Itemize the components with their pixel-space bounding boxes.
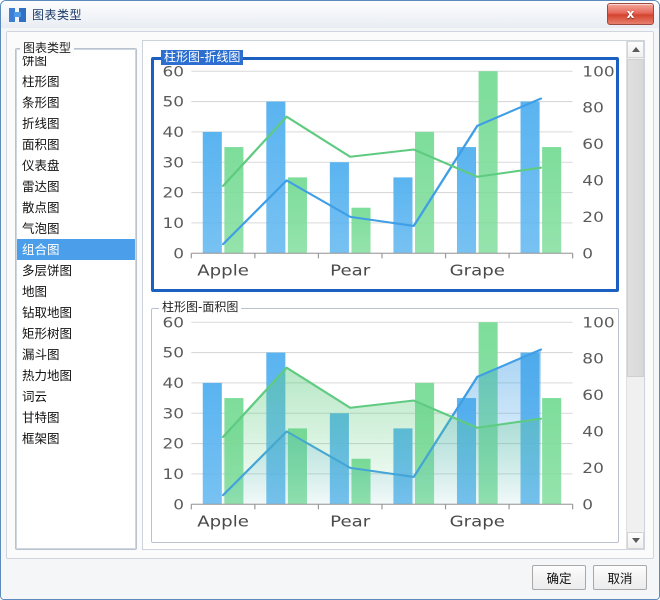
svg-text:Pear: Pear bbox=[330, 261, 370, 279]
window-title: 图表类型 bbox=[32, 8, 83, 22]
list-item[interactable]: 漏斗图 bbox=[22, 347, 60, 362]
dialog-body: 图表类型 饼图柱形图条形图折线图面积图仪表盘雷达图散点图气泡图组合图多层饼图地图… bbox=[1, 28, 659, 599]
list-item[interactable]: 甘特图 bbox=[22, 410, 60, 425]
svg-text:20: 20 bbox=[162, 435, 184, 452]
list-item[interactable]: 雷达图 bbox=[22, 179, 60, 194]
chart-bar-line: 0 10 20 30 40 50 60 0 20 40 60 80 100 Apple Pear Grape bbox=[155, 61, 615, 288]
list-item[interactable]: 矩形树图 bbox=[22, 326, 73, 341]
svg-text:0: 0 bbox=[173, 496, 184, 513]
svg-text:30: 30 bbox=[162, 154, 184, 171]
svg-text:Pear: Pear bbox=[330, 512, 370, 530]
svg-text:40: 40 bbox=[162, 374, 184, 391]
list-item[interactable]: 折线图 bbox=[22, 116, 60, 131]
svg-text:60: 60 bbox=[162, 314, 184, 331]
list-item[interactable]: 地图 bbox=[22, 284, 48, 299]
svg-text:Apple: Apple bbox=[197, 261, 249, 279]
svg-text:10: 10 bbox=[162, 214, 184, 231]
svg-text:Apple: Apple bbox=[197, 512, 249, 530]
svg-text:100: 100 bbox=[582, 314, 614, 331]
list-item[interactable]: 框架图 bbox=[22, 431, 60, 446]
ok-button[interactable]: 确定 bbox=[532, 565, 586, 590]
svg-text:60: 60 bbox=[582, 135, 604, 152]
svg-text:50: 50 bbox=[162, 93, 184, 110]
svg-text:0: 0 bbox=[173, 245, 184, 262]
dialog-footer: 确定 取消 bbox=[1, 559, 659, 599]
list-item[interactable]: 仪表盘 bbox=[22, 158, 60, 173]
svg-text:0: 0 bbox=[582, 245, 593, 262]
app-logo-icon bbox=[9, 7, 26, 23]
preview-panel-bar-line[interactable]: 柱形图-折线图 0 10 20 30 40 50 60 0 20 40 60 80 100 Apple Pe… bbox=[151, 49, 619, 292]
groupbox-legend: 图表类型 bbox=[20, 39, 75, 56]
svg-text:60: 60 bbox=[582, 386, 604, 403]
svg-text:40: 40 bbox=[162, 123, 184, 140]
chevron-up-icon[interactable] bbox=[627, 41, 644, 58]
list-item[interactable]: 条形图 bbox=[22, 95, 60, 110]
list-item[interactable]: 钻取地图 bbox=[22, 305, 73, 320]
list-item[interactable]: 散点图 bbox=[22, 200, 60, 215]
svg-text:10: 10 bbox=[162, 465, 184, 482]
svg-text:50: 50 bbox=[162, 344, 184, 361]
svg-text:60: 60 bbox=[162, 63, 184, 80]
preview-panel-bar-area[interactable]: 柱形图-面积图 0 10 20 30 40 50 60 0 20 40 60 80 100 Apple Pe… bbox=[151, 300, 619, 543]
list-item[interactable]: 面积图 bbox=[22, 137, 60, 152]
groupbox-border bbox=[15, 48, 137, 550]
svg-text:30: 30 bbox=[162, 405, 184, 422]
list-item[interactable]: 柱形图 bbox=[22, 74, 60, 89]
list-item[interactable]: 气泡图 bbox=[22, 221, 60, 236]
svg-text:Grape: Grape bbox=[450, 512, 505, 530]
close-icon[interactable]: x bbox=[607, 3, 654, 25]
preview-scroll-viewport: 柱形图-折线图 0 10 20 30 40 50 60 0 20 40 60 80 100 Apple Pe… bbox=[143, 41, 627, 549]
chart-preview-pane: 柱形图-折线图 0 10 20 30 40 50 60 0 20 40 60 80 100 Apple Pe… bbox=[142, 40, 645, 550]
svg-text:40: 40 bbox=[582, 172, 604, 189]
svg-text:20: 20 bbox=[162, 184, 184, 201]
chevron-down-icon[interactable] bbox=[627, 532, 644, 549]
svg-text:80: 80 bbox=[582, 99, 604, 116]
svg-text:40: 40 bbox=[582, 423, 604, 440]
svg-text:0: 0 bbox=[582, 496, 593, 513]
chart-bar-area: 0 10 20 30 40 50 60 0 20 40 60 80 100 Apple Pear Grape bbox=[155, 312, 615, 539]
scrollbar-thumb[interactable] bbox=[627, 59, 644, 377]
cancel-button[interactable]: 取消 bbox=[593, 565, 647, 590]
list-item[interactable]: 热力地图 bbox=[22, 368, 73, 383]
svg-text:20: 20 bbox=[582, 208, 604, 225]
svg-text:20: 20 bbox=[582, 459, 604, 476]
list-item[interactable]: 多层饼图 bbox=[22, 263, 73, 278]
svg-text:80: 80 bbox=[582, 350, 604, 367]
chart-type-groupbox: 图表类型 饼图柱形图条形图折线图面积图仪表盘雷达图散点图气泡图组合图多层饼图地图… bbox=[15, 39, 137, 550]
title-bar: 图表类型 x bbox=[1, 1, 659, 29]
panel-title-bar-area: 柱形图-面积图 bbox=[159, 300, 242, 315]
list-item[interactable]: 组合图 bbox=[17, 239, 135, 260]
panel-title-bar-line: 柱形图-折线图 bbox=[161, 50, 244, 65]
dialog-inner-frame: 图表类型 饼图柱形图条形图折线图面积图仪表盘雷达图散点图气泡图组合图多层饼图地图… bbox=[6, 31, 654, 559]
list-item[interactable]: 饼图 bbox=[22, 53, 48, 68]
svg-text:Grape: Grape bbox=[450, 261, 505, 279]
svg-text:100: 100 bbox=[582, 63, 614, 80]
chart-type-list[interactable]: 饼图柱形图条形图折线图面积图仪表盘雷达图散点图气泡图组合图多层饼图地图钻取地图矩… bbox=[16, 49, 136, 549]
preview-scrollbar[interactable] bbox=[626, 41, 644, 549]
list-item[interactable]: 词云 bbox=[22, 389, 48, 404]
